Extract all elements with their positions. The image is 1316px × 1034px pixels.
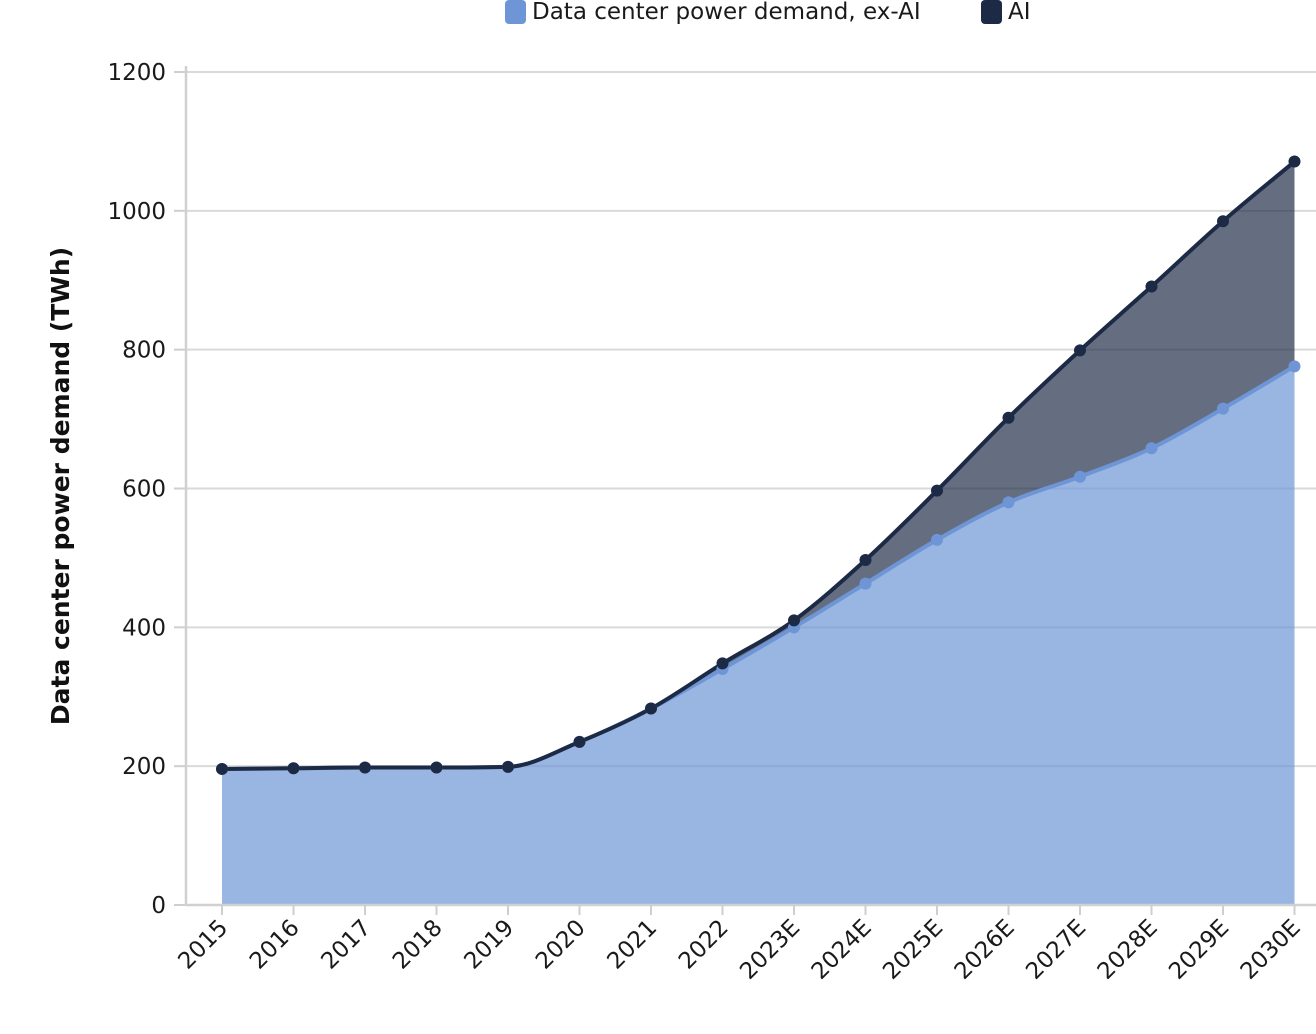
ai-total-point bbox=[216, 762, 228, 775]
ai-total-point bbox=[788, 614, 800, 627]
x-tick-label: 2030E bbox=[1236, 915, 1306, 985]
legend: Data center power demand, ex-AI AI bbox=[505, 0, 1031, 25]
x-tick-label: 2029E bbox=[1164, 915, 1234, 985]
ai-total-point bbox=[716, 657, 729, 670]
data-points bbox=[216, 155, 1301, 775]
ai-total-point bbox=[1288, 155, 1301, 168]
stacked-areas bbox=[221, 160, 1296, 906]
y-tick-label: 200 bbox=[122, 754, 166, 780]
x-tick-label: 2028E bbox=[1093, 915, 1163, 985]
x-tick-label: 2019 bbox=[459, 915, 519, 975]
x-tick-label: 2023E bbox=[735, 915, 805, 985]
y-axis-title: Data center power demand (TWh) bbox=[46, 247, 75, 725]
legend-swatch bbox=[981, 0, 1002, 24]
x-tick-label: 2016 bbox=[245, 915, 305, 975]
x-tick-label: 2027E bbox=[1021, 915, 1091, 985]
ai-total-point bbox=[573, 735, 586, 748]
ex-ai-point bbox=[859, 577, 872, 590]
y-tick-label: 800 bbox=[122, 338, 166, 364]
legend-label: Data center power demand, ex-AI bbox=[532, 0, 921, 25]
legend-label: AI bbox=[1008, 0, 1031, 25]
ex-ai-point bbox=[1217, 402, 1229, 415]
ai-total-point bbox=[359, 761, 371, 774]
x-tick-label: 2024E bbox=[807, 915, 877, 985]
ex-ai-point bbox=[931, 533, 943, 546]
ai-total-point bbox=[502, 760, 514, 773]
x-tick-label: 2025E bbox=[878, 915, 948, 985]
x-tick-label: 2015 bbox=[173, 915, 233, 975]
ai-total-line bbox=[221, 160, 1296, 771]
y-tick-label: 1200 bbox=[107, 60, 166, 86]
x-tick-label: 2017 bbox=[316, 915, 376, 975]
ai-total-point bbox=[1002, 411, 1015, 424]
y-tick-label: 600 bbox=[122, 477, 166, 503]
ex-ai-point bbox=[1074, 470, 1086, 483]
ai-total-point bbox=[287, 762, 300, 775]
ai-total-point bbox=[1217, 215, 1229, 228]
ex-ai-point bbox=[1145, 442, 1158, 455]
y-tick-label: 400 bbox=[122, 615, 166, 641]
ai-total-point bbox=[1145, 280, 1158, 293]
legend-swatch bbox=[505, 0, 526, 24]
x-tick-label: 2021 bbox=[602, 915, 662, 975]
ai-total-point bbox=[430, 761, 443, 774]
x-tick-label: 2026E bbox=[950, 915, 1020, 985]
ai-total-point bbox=[931, 484, 943, 497]
ex-ai-point bbox=[1002, 496, 1015, 509]
ex-ai-point bbox=[1288, 360, 1301, 373]
ex-ai-area bbox=[222, 366, 1295, 906]
y-tick-label: 0 bbox=[151, 893, 166, 919]
y-tick-label: 1000 bbox=[107, 199, 166, 225]
ai-total-point bbox=[1074, 344, 1086, 357]
ai-total-point bbox=[645, 702, 657, 715]
x-tick-label: 2020 bbox=[531, 915, 591, 975]
ai-total-point bbox=[859, 553, 872, 566]
x-tick-label: 2022 bbox=[674, 915, 734, 975]
x-tick-label: 2018 bbox=[388, 915, 448, 975]
